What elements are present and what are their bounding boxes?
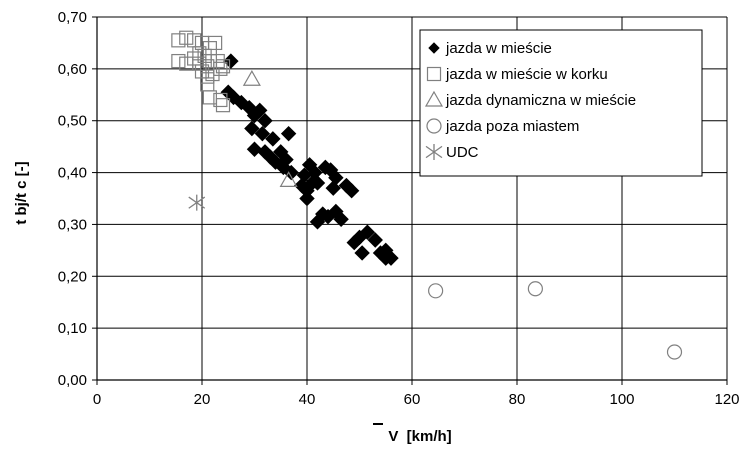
y-tick-label: 0,60 [58, 61, 87, 78]
data-point [254, 125, 271, 142]
legend-label: jazda w mieście w korku [445, 66, 608, 83]
legend-marker [424, 90, 444, 107]
data-point [200, 59, 215, 74]
data-point [383, 250, 399, 266]
data-point [179, 56, 194, 71]
data-point [242, 70, 261, 86]
data-point [280, 125, 297, 142]
legend-label: jazda poza miastem [445, 118, 579, 135]
data-point [333, 211, 349, 227]
data-point [205, 66, 220, 82]
legend-label: UDC [446, 144, 479, 161]
data-point [252, 102, 268, 119]
legend-item: jazda poza miastem [426, 118, 579, 135]
x-tick-label: 120 [714, 391, 739, 408]
x-tick-label: 60 [404, 391, 421, 408]
data-point [244, 120, 260, 137]
asterisk-stroke [425, 145, 443, 159]
legend-label: jazda dynamiczna w mieście [445, 92, 636, 109]
data-point [208, 35, 223, 51]
x-tick-label: 40 [299, 391, 316, 408]
y-tick-label: 0,20 [58, 268, 87, 285]
data-point [359, 224, 376, 240]
data-point [309, 175, 326, 191]
series-3 [428, 281, 683, 360]
asterisk-stroke [188, 196, 206, 209]
data-point [179, 30, 194, 45]
data-point [200, 69, 215, 84]
axes-layer: 0 20 40 60 80 100 120 0,00 0,10 0,20 0,30 0,40 0,50 0… [58, 9, 740, 408]
data-layer [171, 30, 683, 360]
data-point [299, 190, 315, 207]
legend-item: UDC [425, 144, 479, 161]
legend-item: jazda w mieście [428, 40, 552, 57]
legend-marker [425, 144, 443, 160]
legend-box [419, 29, 703, 177]
legend-item: jazda w mieście w korku [426, 66, 608, 83]
data-point [246, 141, 263, 157]
data-point [171, 33, 186, 48]
y-axis-title: t bj/t c [-] [13, 161, 30, 224]
legend-label: jazda w mieście [445, 40, 552, 57]
data-point [279, 171, 298, 187]
y-tick-label: 0,70 [58, 9, 87, 26]
y-tick-label: 0,00 [58, 372, 87, 389]
x-axis-title: V [km/h] [388, 428, 451, 445]
data-point [213, 92, 228, 108]
data-point [187, 33, 202, 48]
x-tick-label: 0 [93, 391, 101, 408]
series-1 [171, 30, 231, 113]
data-point [215, 59, 231, 74]
x-tick-label: 20 [194, 391, 211, 408]
data-point [192, 46, 207, 61]
series-4 [188, 194, 206, 211]
data-point [187, 51, 202, 66]
data-point [325, 180, 341, 196]
data-point [354, 245, 370, 261]
data-point [257, 113, 273, 129]
legend-marker [426, 66, 442, 82]
data-point [215, 98, 231, 113]
series-2 [242, 70, 298, 187]
x-tick-label: 100 [609, 391, 634, 408]
legend-marker [428, 42, 440, 54]
data-point [265, 131, 281, 147]
data-point [200, 77, 215, 92]
data-point [223, 53, 239, 69]
x-tick-label: 80 [509, 391, 526, 408]
data-point [171, 53, 186, 69]
legend-item: jazda dynamiczna w mieście [424, 90, 636, 109]
y-tick-label: 0,10 [58, 320, 87, 337]
series-0 [220, 53, 399, 266]
data-point [527, 281, 543, 297]
data-point [666, 344, 683, 360]
data-point [343, 183, 360, 199]
y-tick-label: 0,40 [58, 165, 87, 182]
data-point [428, 283, 444, 299]
legend-marker [426, 118, 442, 134]
y-tick-label: 0,30 [58, 216, 87, 233]
y-tick-label: 0,50 [58, 113, 87, 130]
data-point [188, 194, 206, 211]
legend: jazda w mieście jazda w mieście w korku ja… [419, 29, 703, 177]
data-point [283, 164, 299, 181]
data-point [202, 90, 217, 105]
data-point [367, 232, 383, 248]
